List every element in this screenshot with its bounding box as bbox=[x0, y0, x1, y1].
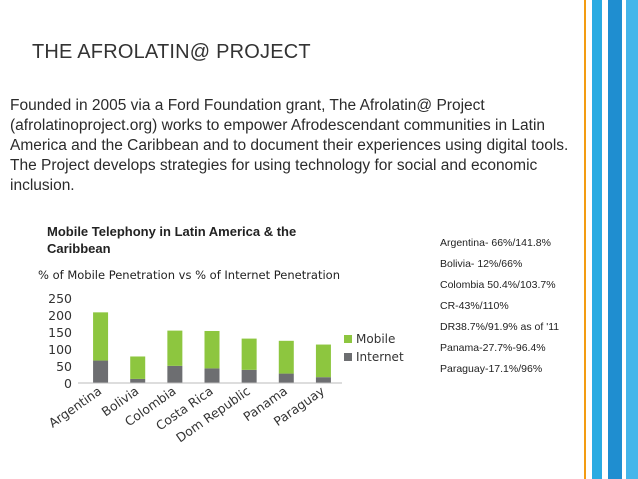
bar-internet bbox=[315, 377, 331, 383]
legend-swatch bbox=[344, 353, 352, 361]
bar-internet bbox=[204, 368, 220, 383]
y-tick-label: 200 bbox=[48, 308, 72, 323]
stat-item: Argentina- 66%/141.8% bbox=[440, 237, 551, 249]
bar-mobile bbox=[167, 330, 183, 366]
stat-item: Paraguay-17.1%/96% bbox=[440, 363, 543, 375]
stat-item: Panama-27.7%-96.4% bbox=[440, 342, 546, 354]
intro-paragraph: Founded in 2005 via a Ford Foundation gr… bbox=[10, 97, 569, 194]
chart-heading-line1: Mobile Telephony in Latin America & the bbox=[47, 224, 297, 239]
y-tick-label: 100 bbox=[48, 342, 72, 357]
bar-internet bbox=[93, 360, 109, 383]
slide-title: THE AFROLATIN@ PROJECT bbox=[32, 41, 311, 63]
penetration-chart: % of Mobile Penetration vs % of Internet… bbox=[30, 262, 430, 462]
bar-mobile bbox=[204, 330, 220, 369]
stat-item: Colombia 50.4%/103.7% bbox=[440, 279, 556, 291]
chart-svg: % of Mobile Penetration vs % of Internet… bbox=[38, 268, 404, 445]
stat-item: CR-43%/110% bbox=[440, 300, 509, 312]
bar-internet bbox=[241, 369, 257, 383]
stat-item: Bolivia- 12%/66% bbox=[440, 258, 523, 270]
x-tick-label: Argentina bbox=[46, 383, 105, 430]
chart-heading: Mobile Telephony in Latin America & the … bbox=[47, 223, 347, 257]
bar-internet bbox=[278, 373, 294, 383]
bar-mobile bbox=[93, 312, 109, 361]
legend-label: Mobile bbox=[356, 332, 395, 346]
blue-stripe bbox=[592, 0, 602, 479]
orange-stripe bbox=[584, 0, 586, 479]
stats-list: Argentina- 66%/141.8% Bolivia- 12%/66% C… bbox=[440, 237, 590, 384]
bar-mobile bbox=[315, 344, 331, 378]
legend-swatch bbox=[344, 335, 352, 343]
light-blue-stripe bbox=[626, 0, 638, 479]
y-tick-label: 150 bbox=[48, 325, 72, 340]
bar-internet bbox=[130, 378, 146, 383]
chart-title: % of Mobile Penetration vs % of Internet… bbox=[38, 268, 340, 282]
y-tick-label: 250 bbox=[48, 291, 72, 306]
stat-item: DR38.7%/91.9% as of '11 bbox=[440, 321, 560, 333]
y-tick-label: 0 bbox=[64, 376, 72, 391]
decorative-stripes bbox=[578, 0, 638, 479]
bar-mobile bbox=[278, 340, 294, 374]
dark-blue-stripe bbox=[608, 0, 622, 479]
legend-label: Internet bbox=[356, 350, 404, 364]
chart-heading-line2: Caribbean bbox=[47, 241, 111, 256]
y-tick-label: 50 bbox=[56, 359, 72, 374]
bar-internet bbox=[167, 365, 183, 383]
bar-mobile bbox=[130, 356, 146, 379]
bar-mobile bbox=[241, 338, 257, 370]
